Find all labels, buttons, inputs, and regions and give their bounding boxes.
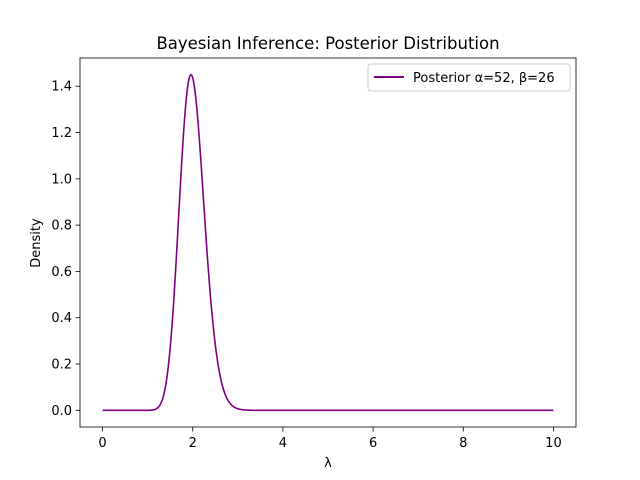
y-tick-label: 0.6	[51, 265, 72, 280]
y-tick-label: 1.4	[51, 80, 72, 95]
plot-area	[79, 57, 577, 428]
series-layer	[102, 73, 554, 412]
posterior-curve	[102, 73, 554, 412]
x-axis-ticks: 0 2 4 6 8 10	[98, 427, 562, 451]
x-tick-label: 10	[545, 436, 562, 451]
x-tick-label: 8	[459, 436, 467, 451]
chart-title: Bayesian Inference: Posterior Distributi…	[156, 34, 499, 53]
y-tick-label: 0.0	[51, 404, 72, 419]
x-tick-label: 4	[279, 436, 287, 451]
x-tick-label: 2	[189, 436, 197, 451]
legend: Posterior α=52, β=26	[367, 63, 571, 92]
x-axis-label: λ	[324, 456, 332, 471]
y-tick-label: 0.4	[51, 311, 72, 326]
y-tick-label: 0.2	[51, 358, 72, 373]
y-tick-label: 1.2	[51, 126, 72, 141]
y-tick-label: 0.8	[51, 219, 72, 234]
x-tick-label: 0	[98, 436, 106, 451]
legend-box	[367, 63, 571, 92]
y-tick-label: 1.0	[51, 172, 72, 187]
y-axis-ticks: 0.0 0.2 0.4 0.6 0.8 1.0 1.2 1.4	[51, 80, 80, 419]
legend-entry-label: Posterior α=52, β=26	[413, 71, 555, 86]
x-tick-label: 6	[369, 436, 377, 451]
y-axis-label: Density	[29, 218, 44, 268]
axes-frame	[79, 57, 577, 428]
